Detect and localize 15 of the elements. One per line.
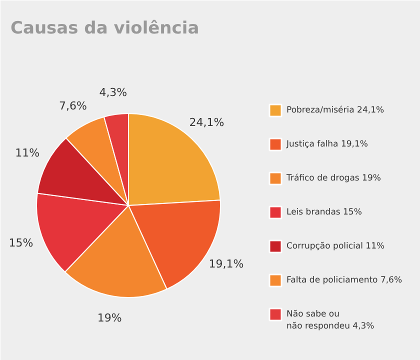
legend-label: Pobreza/miséria 24,1% (286, 106, 384, 116)
data-label: 4,3% (99, 86, 128, 100)
data-label: 7,6% (59, 99, 87, 112)
legend-label: Leis brandas 15% (286, 208, 362, 218)
data-label: 19,1% (208, 258, 244, 271)
data-label: 15% (8, 236, 34, 250)
legend-label: Falta de policiamento 7,6% (286, 276, 402, 286)
data-label: 11% (15, 146, 40, 160)
data-label: 24,1% (189, 116, 224, 130)
legend-label: Tráfico de drogas 19% (286, 174, 381, 184)
chart-title: Causas da violência (10, 18, 200, 38)
legend-label: Não sabe ou não respondeu 4,3% (286, 310, 374, 332)
legend-label: Corrupção policial 11% (286, 242, 385, 252)
legend-label: Justiça falha 19,1% (286, 140, 368, 150)
data-label: 19% (97, 311, 122, 324)
